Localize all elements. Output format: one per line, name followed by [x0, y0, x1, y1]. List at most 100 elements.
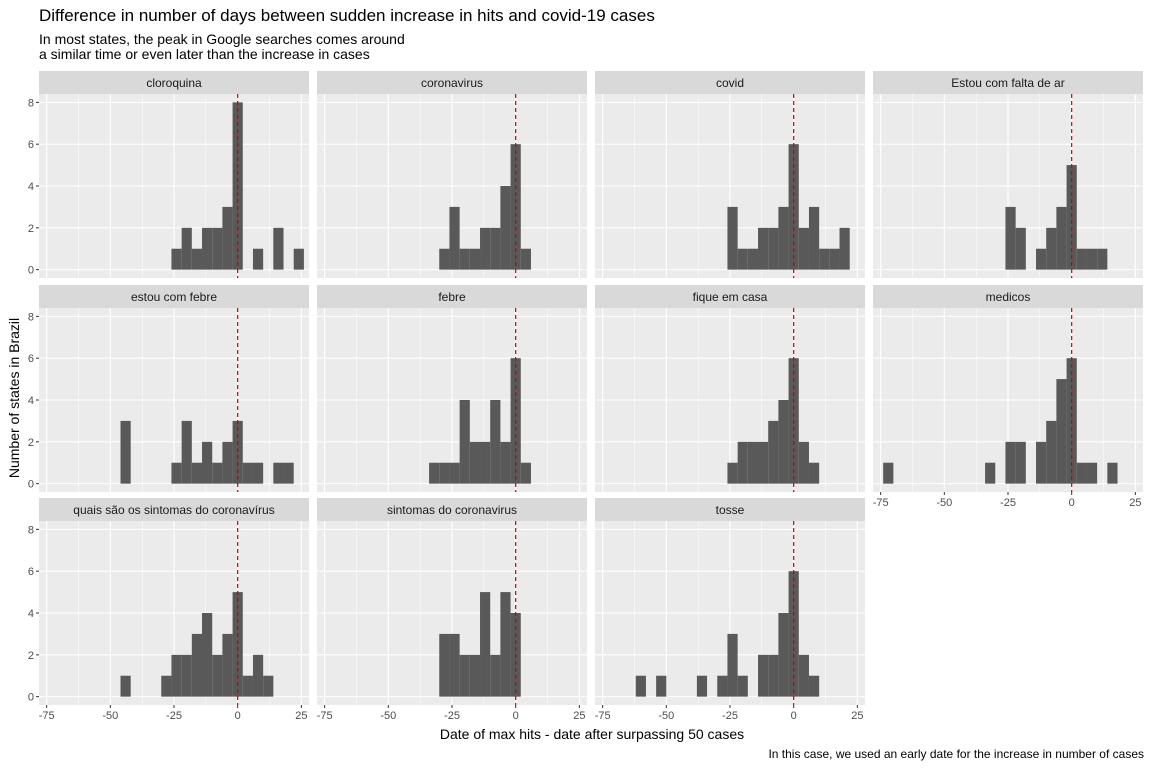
histogram-bar	[768, 227, 779, 270]
histogram-bar	[252, 654, 264, 697]
histogram-bar	[242, 462, 253, 484]
x-tick-label: -75	[595, 710, 611, 722]
facet-label: tosse	[716, 503, 745, 517]
y-tick-label: 6	[28, 139, 34, 151]
histogram-bar	[520, 462, 531, 484]
x-tick-label: -25	[1000, 497, 1016, 509]
x-tick-label: 0	[1069, 497, 1075, 509]
facet-strip	[317, 71, 587, 94]
chart-subtitle: In most states, the peak in Google searc…	[39, 32, 405, 62]
facet-strip	[39, 71, 309, 94]
histogram-bar	[171, 248, 182, 270]
facet-strip	[873, 71, 1143, 94]
y-axis-title: Number of states in Brazil	[6, 318, 22, 478]
histogram-bar	[449, 462, 460, 484]
x-tick-label: 0	[235, 710, 241, 722]
facet-panel: coronavirus	[317, 71, 587, 278]
facet-panel: Estou com falta de ar	[873, 71, 1143, 278]
facet-label: coronavirus	[421, 76, 483, 90]
histogram-bar	[222, 206, 233, 270]
histogram-bar	[778, 613, 789, 697]
histogram-bar	[819, 248, 830, 270]
histogram-bar	[161, 675, 172, 697]
histogram-bar	[985, 462, 996, 484]
histogram-bar	[500, 592, 511, 697]
histogram-bar	[1015, 441, 1026, 484]
histogram-bar	[181, 654, 192, 697]
histogram-bar	[1036, 248, 1047, 270]
histogram-bar	[469, 248, 481, 270]
histogram-bar	[120, 420, 131, 484]
histogram-bar	[1076, 462, 1087, 484]
histogram-bar	[758, 441, 769, 484]
x-tick-label: -75	[317, 710, 333, 722]
histogram-bar	[758, 227, 769, 270]
histogram-bar	[293, 248, 304, 270]
histogram-bar	[1046, 420, 1057, 484]
y-tick-label: 2	[28, 650, 34, 662]
histogram-bar	[500, 186, 511, 270]
histogram-bar	[696, 675, 708, 697]
y-tick-label: 4	[28, 608, 34, 620]
facet-panel: tosse -75 -50 -25 0 25	[595, 498, 865, 722]
histogram-bar	[212, 462, 223, 484]
histogram-bar	[232, 592, 243, 697]
histogram-bar	[181, 227, 192, 270]
facet-strip	[317, 285, 587, 308]
histogram-bar	[798, 227, 809, 270]
facet-panel: fique em casa	[595, 285, 865, 492]
x-tick-label: 25	[295, 710, 307, 722]
facet-strip	[39, 498, 309, 521]
histogram-bar	[222, 441, 233, 484]
histogram-bar	[798, 654, 809, 697]
histogram-bar	[1056, 379, 1067, 484]
histogram-bar	[520, 248, 531, 270]
x-tick-label: 25	[851, 710, 863, 722]
histogram-bar	[191, 633, 203, 697]
histogram-bar	[480, 227, 491, 270]
subtitle-line-2: a similar time or even later than the in…	[39, 46, 370, 62]
histogram-bar	[883, 462, 894, 484]
histogram-bar	[191, 248, 203, 270]
x-tick-label: 25	[573, 710, 585, 722]
histogram-bar	[252, 248, 264, 270]
histogram-bar	[778, 206, 789, 270]
histogram-bar	[171, 654, 182, 697]
facet-label: Estou com falta de ar	[951, 76, 1064, 90]
histogram-bar	[469, 441, 481, 484]
histogram-bar	[181, 420, 192, 484]
histogram-bar	[737, 675, 748, 697]
histogram-bar	[1005, 441, 1016, 484]
histogram-bar	[120, 675, 131, 697]
chart-caption: In this case, we used an early date for …	[768, 747, 1144, 761]
x-tick-label: -75	[873, 497, 889, 509]
x-tick-label: -50	[380, 710, 396, 722]
histogram-bar	[717, 675, 728, 697]
histogram-bar	[480, 441, 491, 484]
facet-label: febre	[438, 290, 466, 304]
x-tick-label: -75	[39, 710, 55, 722]
facet-panel: covid	[595, 71, 865, 278]
x-tick-label: -50	[658, 710, 674, 722]
x-tick-label: -50	[102, 710, 118, 722]
histogram-bar	[839, 227, 850, 270]
histogram-bar	[490, 654, 501, 697]
histogram-bar	[1015, 227, 1026, 270]
y-tick-label: 6	[28, 353, 34, 365]
x-tick-label: 0	[791, 710, 797, 722]
y-tick-label: 8	[28, 311, 34, 323]
y-tick-label: 6	[28, 566, 34, 578]
histogram-bar	[778, 400, 789, 484]
histogram-bar	[1076, 248, 1087, 270]
histogram-bar	[1066, 165, 1077, 270]
histogram-bar	[490, 227, 501, 270]
histogram-bar	[202, 227, 213, 270]
histogram-bar	[808, 206, 820, 270]
y-tick-label: 0	[28, 265, 34, 277]
y-tick-label: 2	[28, 437, 34, 449]
histogram-bar	[480, 592, 491, 697]
histogram-bar	[1046, 227, 1057, 270]
facet-label: medicos	[986, 290, 1031, 304]
facet-strip	[873, 285, 1143, 308]
histogram-bar	[727, 462, 738, 484]
